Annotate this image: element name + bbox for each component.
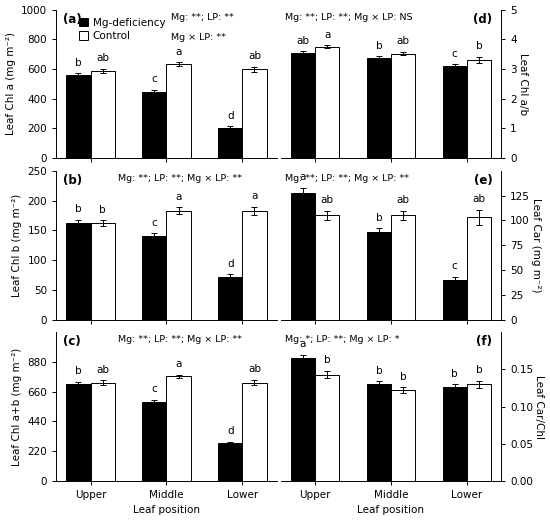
Text: a: a (175, 47, 182, 57)
Text: b: b (376, 213, 382, 222)
Text: Mg: **; LP: **; Mg × LP: **: Mg: **; LP: **; Mg × LP: ** (118, 174, 242, 183)
Text: d: d (227, 259, 234, 269)
Text: a: a (175, 192, 182, 202)
Bar (367, 232, 391, 319)
Text: b: b (476, 42, 482, 52)
Text: b: b (75, 366, 82, 376)
Y-axis label: Leaf Chl b (mg m⁻²): Leaf Chl b (mg m⁻²) (12, 194, 22, 297)
Bar (467, 60, 491, 158)
Text: ab: ab (96, 365, 109, 375)
Bar (91, 71, 115, 158)
Bar (243, 210, 267, 319)
Y-axis label: Leaf Car/Chl: Leaf Car/Chl (535, 375, 544, 439)
Text: ab: ab (397, 36, 410, 46)
Text: a: a (300, 172, 306, 182)
Bar (467, 384, 491, 481)
Bar (315, 47, 339, 158)
Bar (391, 54, 415, 158)
Text: b: b (376, 366, 382, 376)
Text: b: b (476, 365, 482, 375)
Text: ab: ab (96, 53, 109, 63)
Bar (167, 64, 191, 158)
Y-axis label: Leaf Chl a (mg m⁻²): Leaf Chl a (mg m⁻²) (6, 32, 15, 135)
Text: c: c (151, 384, 157, 394)
X-axis label: Leaf position: Leaf position (358, 505, 425, 515)
Bar (291, 193, 315, 319)
Text: b: b (452, 369, 458, 379)
Text: Mg: **; LP: **: Mg: **; LP: ** (171, 13, 234, 21)
Bar (67, 384, 91, 481)
Text: b: b (324, 355, 331, 365)
Text: a: a (300, 339, 306, 349)
Text: (b): (b) (63, 174, 82, 187)
Bar (291, 358, 315, 481)
Text: b: b (75, 57, 82, 68)
Bar (67, 222, 91, 319)
Bar (142, 237, 167, 319)
Text: (a): (a) (63, 13, 81, 26)
Bar (218, 443, 243, 481)
Bar (391, 390, 415, 481)
Text: d: d (227, 426, 234, 436)
Bar (367, 58, 391, 158)
Text: ab: ab (472, 194, 486, 204)
Bar (315, 216, 339, 319)
Bar (91, 382, 115, 481)
Text: b: b (75, 204, 82, 214)
Bar (391, 216, 415, 319)
Bar (291, 53, 315, 158)
Bar (443, 280, 467, 319)
Bar (367, 384, 391, 481)
Bar (167, 210, 191, 319)
Bar (67, 75, 91, 158)
Bar (142, 402, 167, 481)
Text: a: a (175, 359, 182, 369)
Bar (443, 387, 467, 481)
Text: a: a (251, 191, 257, 201)
Text: a: a (324, 30, 331, 40)
Text: b: b (100, 205, 106, 215)
Text: Mg: **; LP: **; Mg × LP: NS: Mg: **; LP: **; Mg × LP: NS (285, 13, 416, 21)
Text: c: c (452, 261, 458, 271)
Text: b: b (376, 41, 382, 51)
Text: Mg: *; LP: **; Mg × LP: *: Mg: *; LP: **; Mg × LP: * (285, 335, 403, 344)
Y-axis label: Leaf Chl a/b: Leaf Chl a/b (518, 53, 528, 115)
Bar (443, 66, 467, 158)
Text: c: c (151, 74, 157, 84)
Text: (d): (d) (473, 13, 492, 26)
Text: Mg: **; LP: **; Mg × LP: **: Mg: **; LP: **; Mg × LP: ** (285, 174, 412, 183)
Text: ab: ab (321, 195, 334, 205)
Y-axis label: Leaf Chl a+b (mg m⁻²): Leaf Chl a+b (mg m⁻²) (12, 348, 22, 466)
Text: b: b (400, 371, 406, 381)
Text: d: d (227, 110, 234, 121)
Bar (218, 128, 243, 158)
Bar (167, 377, 191, 481)
Bar (218, 277, 243, 319)
Text: c: c (151, 218, 157, 228)
Legend: Mg-deficiency, Control: Mg-deficiency, Control (79, 18, 165, 41)
Bar (315, 375, 339, 481)
Text: Mg: **; LP: **; Mg × LP: **: Mg: **; LP: **; Mg × LP: ** (118, 335, 242, 344)
Y-axis label: Leaf Car (mg m⁻²): Leaf Car (mg m⁻²) (531, 198, 541, 292)
Text: ab: ab (248, 51, 261, 61)
Bar (142, 92, 167, 158)
Text: ab: ab (397, 195, 410, 205)
Text: ab: ab (296, 35, 310, 45)
Text: (c): (c) (63, 335, 81, 348)
X-axis label: Leaf position: Leaf position (133, 505, 200, 515)
Text: c: c (452, 48, 458, 58)
Bar (243, 382, 267, 481)
Text: Mg × LP: **: Mg × LP: ** (171, 33, 226, 42)
Bar (91, 223, 115, 319)
Text: (f): (f) (476, 335, 492, 348)
Bar (243, 69, 267, 158)
Text: (e): (e) (474, 174, 492, 187)
Text: ab: ab (248, 364, 261, 374)
Bar (467, 217, 491, 319)
